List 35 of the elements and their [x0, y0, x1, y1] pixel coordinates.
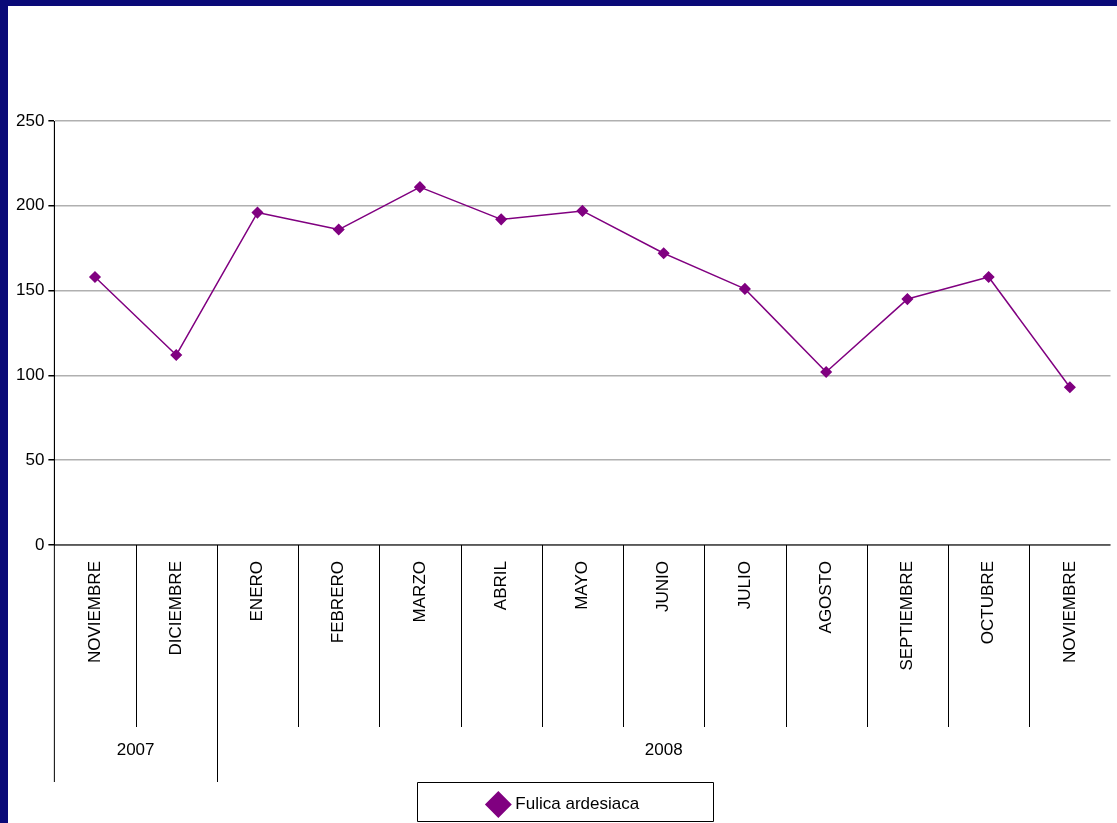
x-tick-label: NOVIEMBRE [84, 561, 104, 664]
legend-label: Fulica ardesiaca [515, 794, 640, 814]
x-tick-label: MAYO [572, 561, 592, 610]
x-tick-label: NOVIEMBRE [1059, 561, 1079, 664]
point [1064, 381, 1076, 394]
x-tick-label: MARZO [409, 561, 429, 623]
y-tick-label: 100 [15, 365, 45, 385]
point [820, 366, 832, 378]
point [657, 247, 670, 260]
point [495, 213, 507, 226]
text: 2007 [116, 740, 155, 760]
y-tick-label: 0 [34, 534, 45, 554]
point [89, 271, 101, 283]
y-tick-label: 50 [25, 449, 45, 469]
x-tick-label: OCTUBRE [978, 561, 998, 645]
x-tick-label: ENERO [247, 561, 267, 622]
y-tick-label: 250 [15, 110, 45, 130]
x-tick-label: DICIEMBRE [165, 561, 185, 656]
point [251, 206, 264, 219]
point [901, 293, 914, 305]
x-tick-label: SEPTIEMBRE [897, 561, 917, 671]
x-tick-label: AGOSTO [815, 561, 835, 634]
x-tick-label: JULIO [734, 561, 754, 610]
x-tick-label: FEBRERO [328, 561, 348, 644]
y-tick-label: 150 [15, 280, 45, 300]
point [982, 271, 995, 283]
point [332, 223, 345, 236]
point [576, 205, 589, 217]
point [414, 181, 426, 193]
x-tick-label: ABRIL [490, 561, 510, 611]
text: 2008 [644, 740, 683, 760]
y-tick-label: 200 [15, 195, 45, 215]
x-tick-label: JUNIO [653, 561, 673, 612]
point [739, 283, 751, 295]
point [170, 349, 182, 361]
